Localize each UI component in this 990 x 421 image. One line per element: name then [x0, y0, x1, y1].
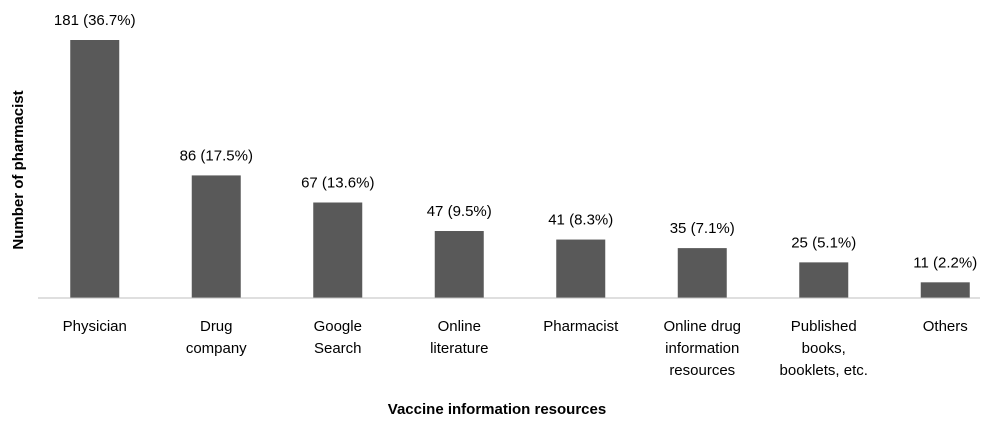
data-label: 35 (7.1%) — [670, 220, 735, 237]
data-label: 41 (8.3%) — [548, 212, 613, 229]
bar — [434, 231, 484, 298]
x-tick-label: Published — [791, 318, 857, 335]
x-tick-label: Physician — [63, 318, 127, 335]
x-tick-label: information — [665, 340, 739, 357]
bar — [920, 282, 970, 298]
x-tick-label: books, — [802, 340, 846, 357]
bar — [191, 175, 241, 298]
x-tick-label: Others — [923, 318, 968, 335]
data-label: 11 (2.2%) — [913, 254, 977, 271]
x-tick-label: Drug — [200, 318, 233, 335]
x-tick-label: Online — [438, 318, 481, 335]
x-tick-label: company — [186, 340, 247, 357]
data-label: 67 (13.6%) — [301, 174, 374, 191]
y-axis-label: Number of pharmacist — [10, 90, 27, 249]
x-tick-label: Google — [314, 318, 362, 335]
x-tick-label: Search — [314, 340, 362, 357]
x-tick-label: booklets, etc. — [780, 362, 868, 379]
data-label: 47 (9.5%) — [427, 203, 492, 220]
x-axis-label: Vaccine information resources — [388, 401, 606, 418]
x-tick-label: resources — [669, 362, 735, 379]
x-tick-label: Pharmacist — [543, 318, 619, 335]
bar — [556, 239, 606, 298]
bar — [70, 40, 120, 298]
bar — [799, 262, 849, 298]
bar — [677, 248, 727, 298]
x-tick-label: Online drug — [663, 318, 741, 335]
data-label: 86 (17.5%) — [180, 147, 253, 164]
x-tick-label: literature — [430, 340, 488, 357]
data-label: 25 (5.1%) — [791, 234, 856, 251]
data-label: 181 (36.7%) — [54, 12, 136, 29]
bar — [313, 202, 363, 298]
